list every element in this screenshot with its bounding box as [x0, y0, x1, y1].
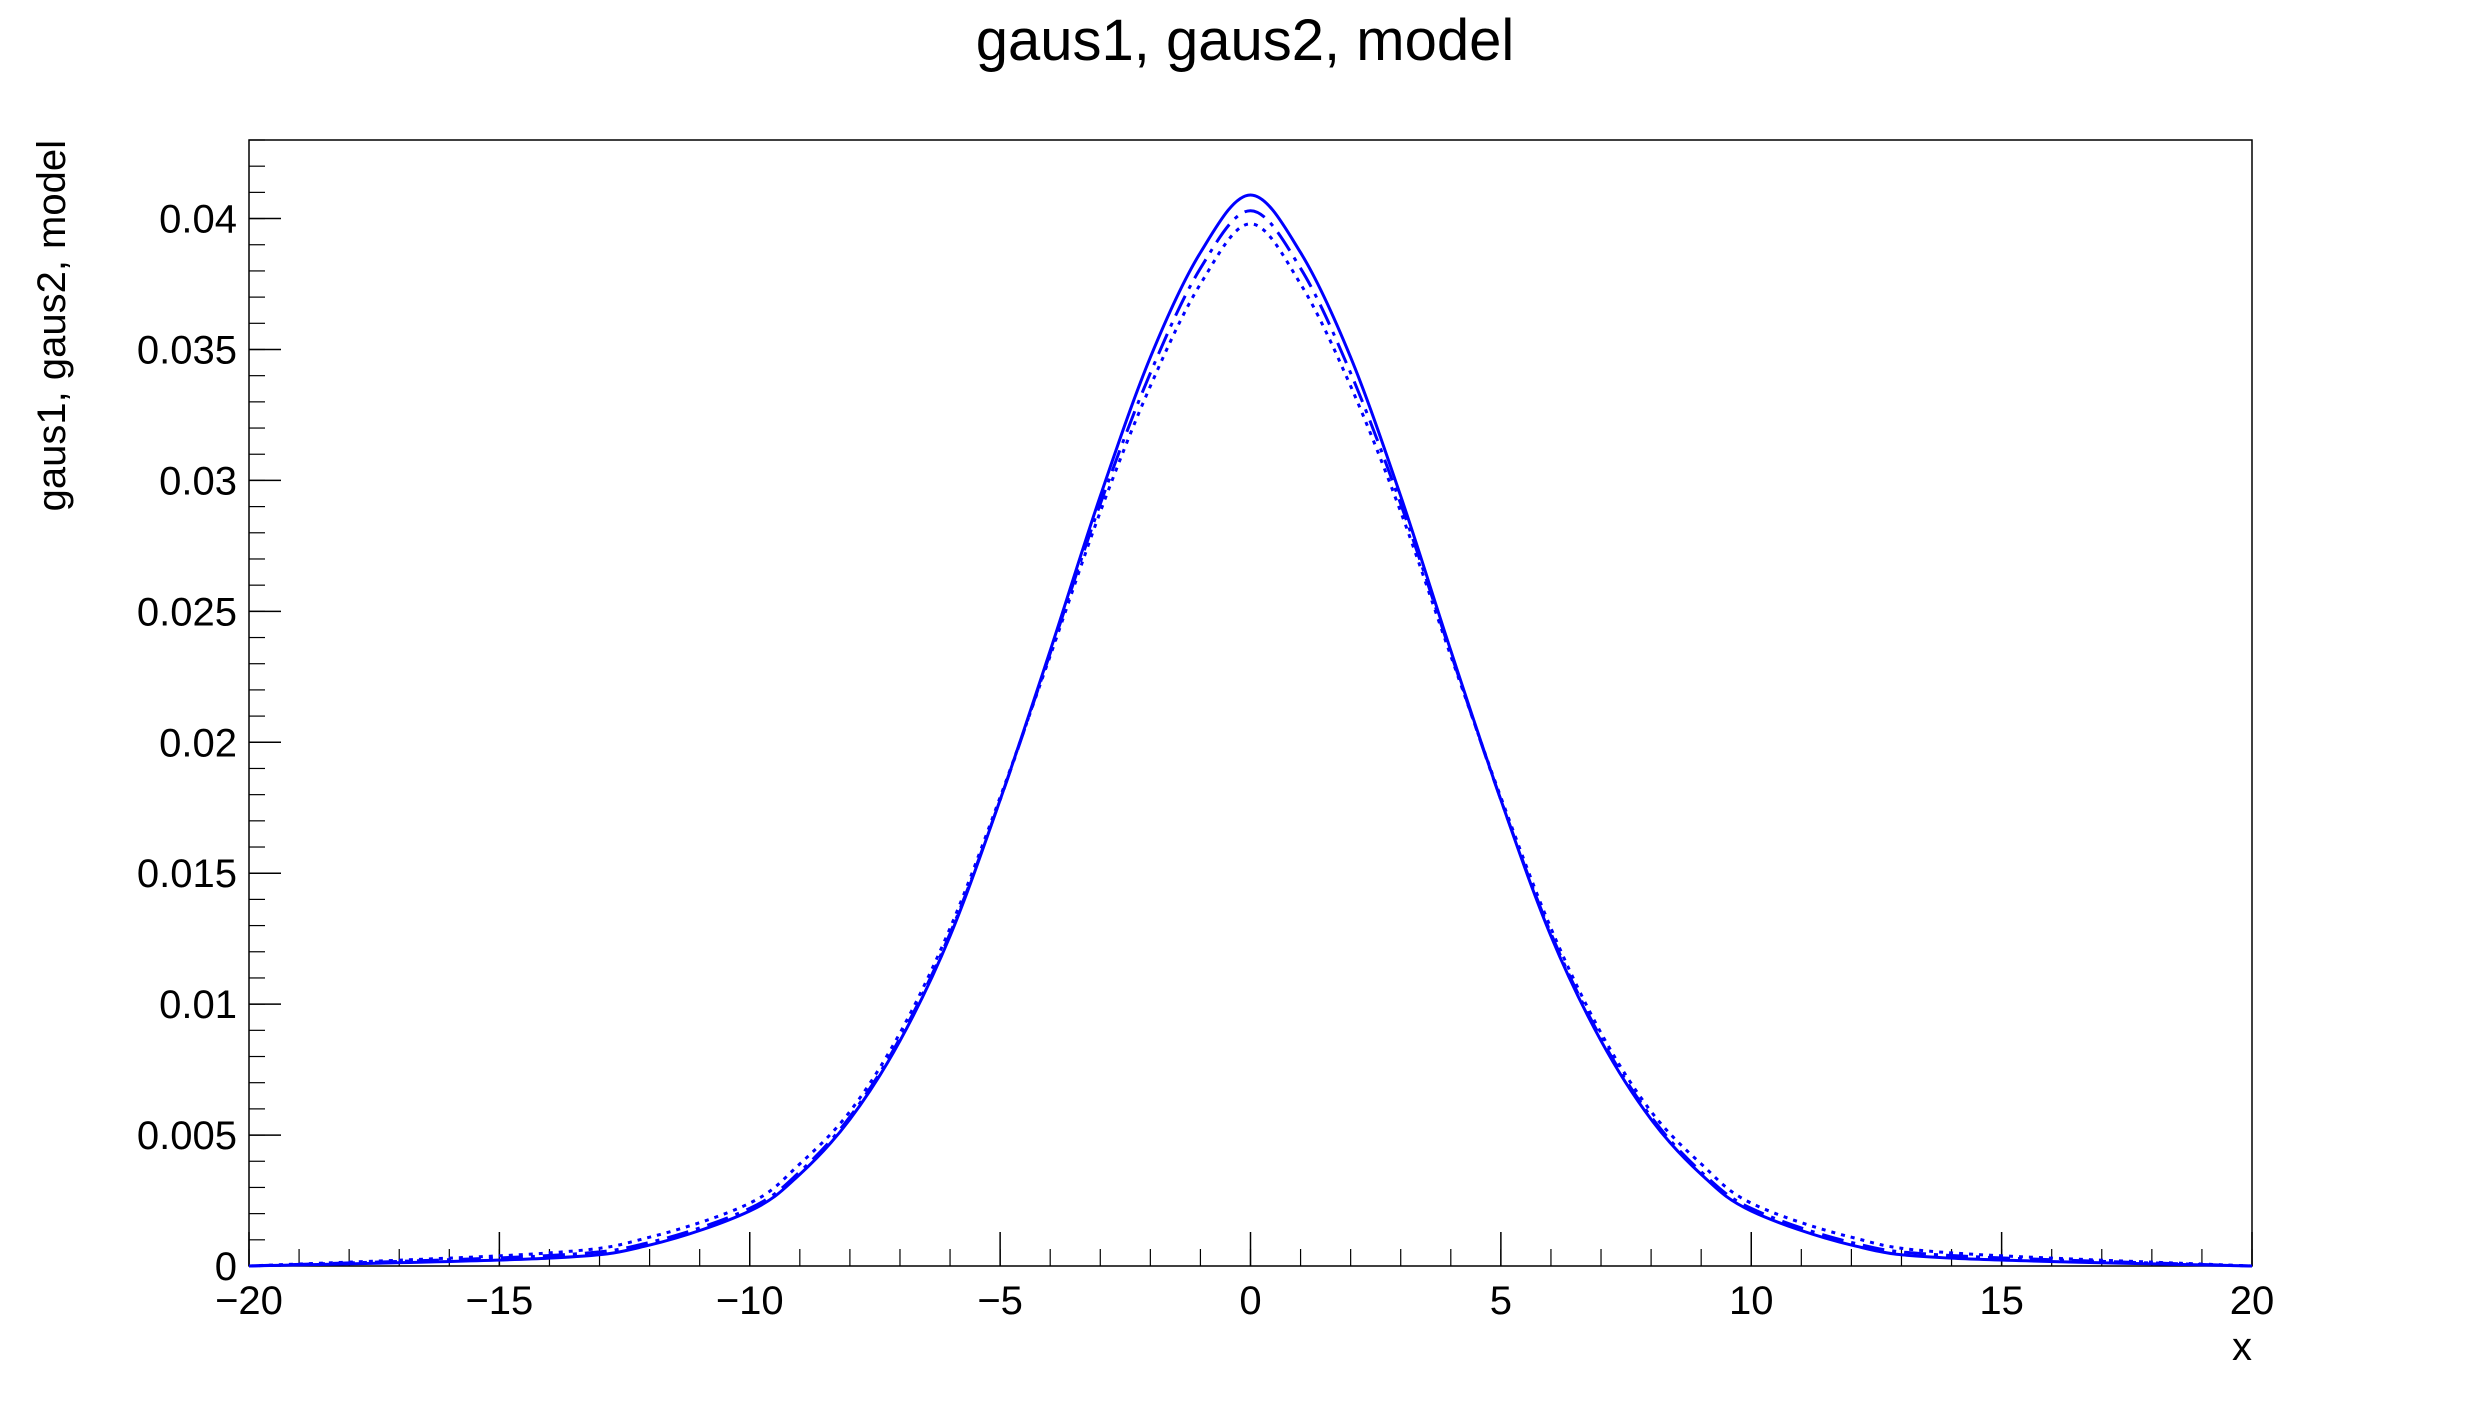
- series-lines: [248, 193, 2253, 1268]
- x-tick-label: 10: [1729, 1279, 1774, 1323]
- x-tick-label: 20: [2230, 1279, 2275, 1323]
- y-axis-label: gaus1, gaus2, model: [30, 140, 74, 511]
- y-tick-label: 0.04: [159, 198, 237, 242]
- series-line-dashdot: [248, 209, 2253, 1268]
- series-line-solid: [248, 193, 2253, 1268]
- chart-title: gaus1, gaus2, model: [976, 8, 1514, 73]
- x-tick-label: −5: [977, 1279, 1023, 1323]
- x-tick-label: 0: [1239, 1279, 1261, 1323]
- y-tick-label: 0.005: [137, 1114, 237, 1158]
- axis-ticks: −20 −15 −10 −5 0 5 10 15 20 0 0.005 0.01 0.015 0.02 0.…: [137, 139, 2275, 1323]
- y-tick-label: 0.03: [159, 459, 237, 503]
- x-tick-label: 5: [1490, 1279, 1512, 1323]
- y-tick-label: 0.02: [159, 721, 237, 765]
- y-tick-label: 0: [215, 1245, 237, 1289]
- x-tick-label: 15: [1979, 1279, 2024, 1323]
- x-axis-label: x: [2232, 1325, 2252, 1369]
- y-tick-label: 0.035: [137, 328, 237, 372]
- y-tick-label: 0.025: [137, 590, 237, 634]
- series-line-dotted: [248, 222, 2253, 1268]
- y-tick-label: 0.01: [159, 983, 237, 1027]
- y-tick-label: 0.015: [137, 852, 237, 896]
- x-tick-label: −10: [716, 1279, 784, 1323]
- x-tick-label: −15: [465, 1279, 533, 1323]
- plot-frame: [248, 139, 2253, 1267]
- x-tick-label: −20: [215, 1279, 283, 1323]
